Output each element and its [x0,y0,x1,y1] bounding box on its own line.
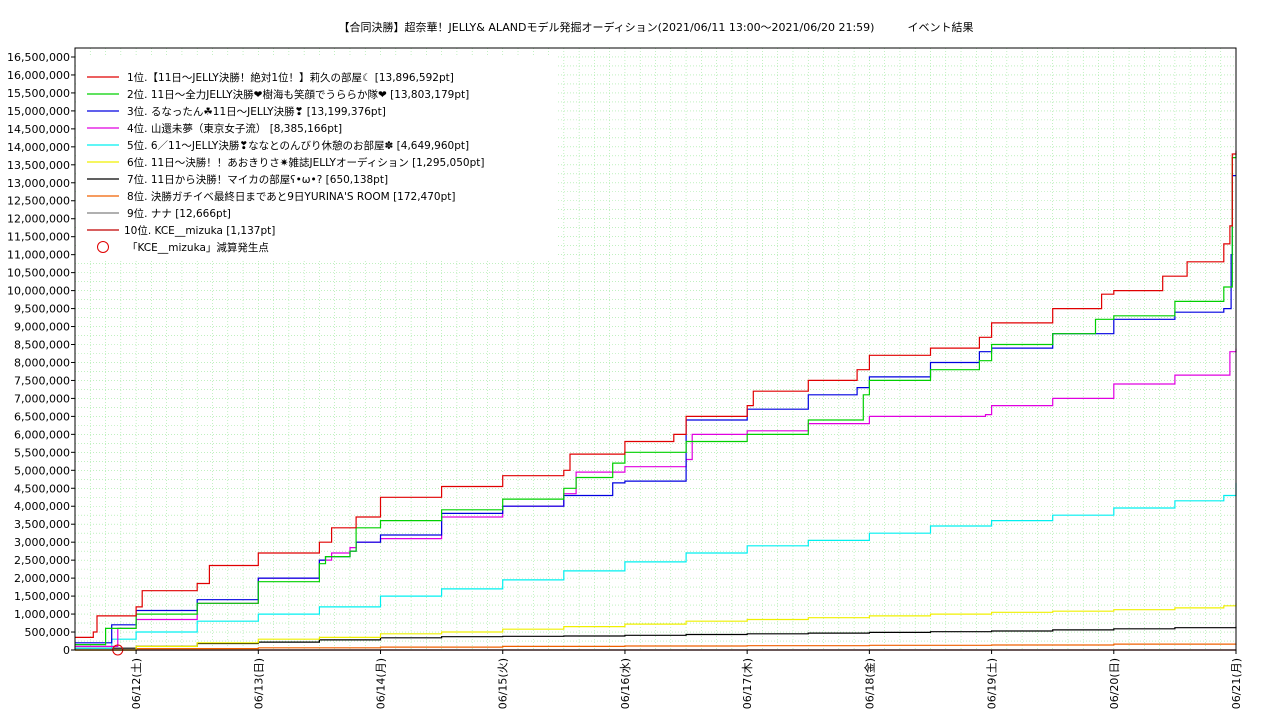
series-line [75,603,1237,651]
y-tick-label: 14,000,000 [7,141,70,154]
y-tick-label: 2,500,000 [14,554,70,567]
x-tick-label: 06/12(土) [130,658,143,709]
y-tick-label: 2,000,000 [14,572,70,585]
y-tick-label: 1,500,000 [14,590,70,603]
y-tick-label: 1,000,000 [14,608,70,621]
y-tick-label: 5,000,000 [14,464,70,477]
chart-title: 【合同決勝】超奈華！JELLY& ALANDモデル発掘オーディション(2021/… [339,20,974,34]
legend-marker-label: 「KCE__mizuka」減算発生点 [127,241,269,254]
x-tick-label: 06/19(土) [986,658,999,709]
y-tick-label: 4,500,000 [14,482,70,495]
y-tick-label: 500,000 [25,626,71,639]
x-tick-label: 06/15(火) [497,658,510,709]
legend-label: 8位. 決勝ガチイベ最終日まであと9日YURINA'S ROOM [172,47… [127,190,455,203]
y-tick-label: 3,500,000 [14,518,70,531]
x-tick-label: 06/18(金) [862,658,876,709]
x-tick-label: 06/17(木) [741,658,754,709]
legend-marker-swatch [97,241,109,253]
y-tick-label: 13,500,000 [7,159,70,172]
series-line [75,150,1237,638]
legend-label: 4位. 山還未夢（東京女子流） [8,385,166pt] [127,122,342,135]
y-tick-label: 7,000,000 [14,392,70,405]
y-tick-label: 15,500,000 [7,87,70,100]
y-tick-label: 3,000,000 [14,536,70,549]
legend-label: 7位. 11日から決勝！マイカの部屋ʕ•ω•? [650,138pt] [127,173,388,186]
x-tick-label: 06/16(水) [619,658,632,709]
y-tick-label: 8,500,000 [14,339,70,352]
y-tick-label: 16,500,000 [7,51,70,64]
y-tick-label: 9,000,000 [14,321,70,334]
y-tick-label: 4,000,000 [14,500,70,513]
y-tick-label: 9,500,000 [14,303,70,316]
y-tick-label: 14,500,000 [7,123,70,136]
y-tick-label: 11,000,000 [7,249,70,262]
legend-label: 6位. 11日〜決勝！！あおきりさ✷雑誌JELLYオーディション [1,295,… [127,156,484,169]
plot-frame [74,47,1237,651]
y-tick-label: 0 [63,644,70,657]
legend: 1位.【11日〜JELLY決勝！絶対1位！】莉久の部屋☾ [13,896,592… [78,56,556,261]
legend-label: 3位. るなったん☘11日〜JELLY決勝❣ [13,199,376pt] [127,105,386,118]
axes: 0 500,000 1,000,000 1,500,000 2,000,000 2,500… [7,47,1243,709]
y-tick-label: 7,500,000 [14,374,70,387]
y-tick-label: 12,500,000 [7,195,70,208]
series-line [75,626,1237,649]
y-tick-label: 10,500,000 [7,267,70,280]
y-tick-label: 12,000,000 [7,213,70,226]
y-tick-label: 5,500,000 [14,446,70,459]
legend-label: 9位. ナナ [12,666pt] [127,207,231,220]
legend-box [78,56,556,261]
y-tick-label: 13,000,000 [7,177,70,190]
legend-label: 1位.【11日〜JELLY決勝！絶対1位！】莉久の部屋☾ [13,896,592… [127,71,454,84]
y-tick-label: 10,000,000 [7,285,70,298]
legend-label: 2位. 11日〜全力JELLY決勝❤樹海も笑顔でうららか隊❤ [13,803,1… [127,88,469,101]
series-line [75,482,1237,649]
series-line [75,643,1237,651]
legend-label: 5位. 6／11〜JELLY決勝❣ななとのんびり休憩のお部屋✽ [4,649,9… [127,139,469,152]
y-tick-label: 16,000,000 [7,69,70,82]
y-tick-label: 8,000,000 [14,356,70,369]
y-tick-label: 15,000,000 [7,105,70,118]
x-tick-label: 06/14(月) [375,658,388,709]
x-tick-label: 06/20(日) [1108,658,1121,709]
y-tick-label: 6,500,000 [14,410,70,423]
legend-label: 10位. KCE__mizuka [1,137pt] [124,224,275,237]
x-tick-label: 06/21(月) [1230,658,1243,709]
y-tick-label: 6,000,000 [14,428,70,441]
y-tick-label: 11,500,000 [7,231,70,244]
x-tick-label: 06/13(日) [252,658,265,709]
